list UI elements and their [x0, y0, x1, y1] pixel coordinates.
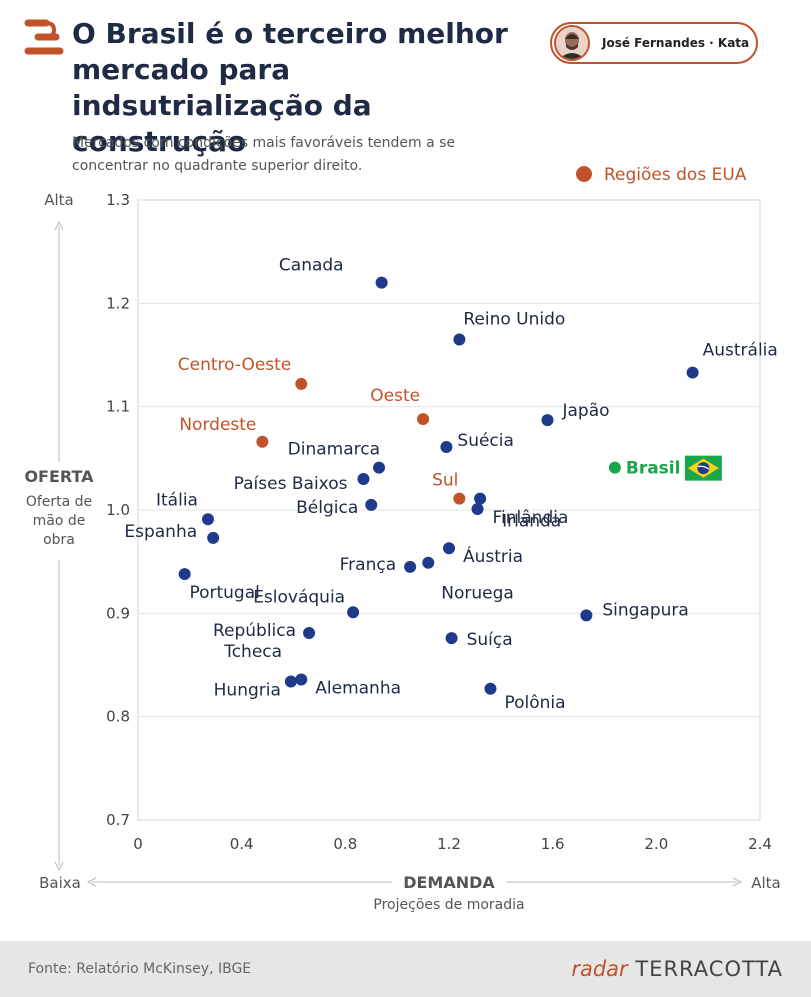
data-point [580, 609, 593, 622]
data-label: França [340, 555, 397, 575]
x-tick-label: 0 [133, 835, 143, 853]
data-label: Japão [561, 401, 609, 421]
data-label: Áustria [463, 545, 523, 567]
data-point [295, 377, 308, 390]
data-label: Portugal [189, 583, 259, 603]
data-point [201, 513, 214, 526]
data-point [256, 435, 269, 448]
y-axis-subtitle: Oferta de mão de obra [26, 494, 92, 548]
source-text: Fonte: Relatório McKinsey, IBGE [28, 961, 252, 977]
data-point [443, 542, 455, 555]
brand-wordmark: radar TERRACOTTA [571, 941, 783, 997]
data-point [207, 531, 220, 544]
data-point [295, 673, 308, 686]
avatar [554, 25, 590, 61]
data-label: Sul [432, 471, 458, 491]
arrow-left-icon [86, 877, 97, 887]
data-label: Dinamarca [288, 440, 380, 460]
arrow-down-icon [54, 861, 64, 872]
data-point [373, 461, 386, 474]
data-label: Nordeste [179, 415, 256, 435]
page-subtitle: Mercados com condições mais favoráveis t… [72, 135, 456, 174]
data-point [453, 492, 466, 505]
data-point [347, 606, 360, 619]
data-point [484, 682, 497, 695]
data-point [471, 502, 484, 515]
data-label: Finlândia [493, 508, 569, 528]
person-icon [556, 27, 588, 59]
x-tick-label: 1.6 [541, 835, 565, 853]
data-point [686, 366, 699, 379]
author-name: José Fernandes · Kata [602, 36, 750, 50]
data-label: Suécia [457, 431, 514, 451]
x-axis-high-label: Alta [751, 874, 781, 892]
arrow-right-icon [732, 877, 743, 887]
x-tick-label: 2.0 [644, 835, 668, 853]
data-label: Bélgica [296, 498, 358, 518]
x-tick-label: 0.4 [230, 835, 254, 853]
data-point [453, 333, 466, 346]
x-tick-label: 2.4 [748, 835, 772, 853]
data-label: Eslováquia [253, 587, 345, 607]
data-label: Reino Unido [463, 310, 565, 330]
y-axis-high-label: Alta [44, 191, 74, 209]
page-title: O Brasil é o terceiro melhor mercado par… [72, 17, 508, 158]
brand-radar: radar [571, 957, 628, 981]
flag-band [697, 465, 710, 470]
legend-label: Regiões dos EUA [604, 165, 747, 185]
data-label: República Tcheca [213, 621, 296, 662]
data-point [422, 556, 435, 569]
y-tick-label: 1.0 [106, 501, 130, 519]
y-axis-title: OFERTA [24, 467, 94, 486]
data-label: Países Baixos [234, 474, 348, 494]
scatter-chart: 0.7 0.8 0.9 1.0 1.1 1.2 1.3 0 0.4 0.8 1.2 1.6 2.0 2.4… [24, 165, 781, 913]
y-tick-label: 0.8 [106, 708, 130, 726]
data-point [357, 473, 370, 485]
data-label: Oeste [370, 386, 420, 406]
x-axis-title: DEMANDA [403, 873, 495, 892]
footer: Fonte: Relatório McKinsey, IBGE radar TE… [0, 941, 811, 997]
author-badge: José Fernandes · Kata [550, 22, 758, 64]
x-tick-label: 1.2 [437, 835, 461, 853]
data-label: Brasil [626, 459, 681, 479]
data-point [474, 492, 487, 505]
y-tick-label: 1.2 [106, 294, 130, 312]
data-point [284, 675, 297, 688]
data-label: Alemanha [315, 678, 401, 698]
data-label: Espanha [124, 522, 197, 542]
legend-marker [576, 166, 592, 182]
data-label: Hungria [214, 681, 281, 701]
y-tick-label: 0.7 [106, 811, 130, 829]
data-point [541, 414, 554, 427]
data-label: Centro-Oeste [178, 355, 292, 375]
y-tick-label: 0.9 [106, 604, 130, 622]
data-label: Irlanda [502, 512, 561, 532]
arrow-up-icon [54, 220, 64, 231]
data-point [440, 440, 453, 453]
data-point [178, 568, 191, 581]
data-label: Polônia [504, 693, 565, 713]
y-tick-label: 1.3 [106, 191, 130, 209]
data-label: Suíça [467, 630, 513, 650]
x-axis-subtitle: Projeções de moradia [373, 897, 524, 913]
data-point [445, 632, 458, 645]
data-label: Noruega [441, 584, 514, 604]
data-label: Singapura [602, 600, 688, 620]
brand-company: TERRACOTTA [635, 957, 783, 981]
data-label: Itália [156, 490, 198, 510]
data-point [608, 461, 621, 474]
data-point [303, 626, 316, 639]
flag-globe [697, 462, 710, 475]
x-tick-label: 0.8 [333, 835, 357, 853]
y-tick-label: 1.1 [106, 398, 130, 416]
data-label: Canada [279, 256, 344, 276]
x-axis-low-label: Baixa [39, 874, 81, 892]
brand-logo-icon [24, 19, 64, 55]
data-point [404, 560, 417, 573]
data-point [365, 498, 378, 511]
data-point [417, 413, 430, 426]
data-point [375, 276, 388, 289]
data-label: Austrália [703, 341, 778, 361]
